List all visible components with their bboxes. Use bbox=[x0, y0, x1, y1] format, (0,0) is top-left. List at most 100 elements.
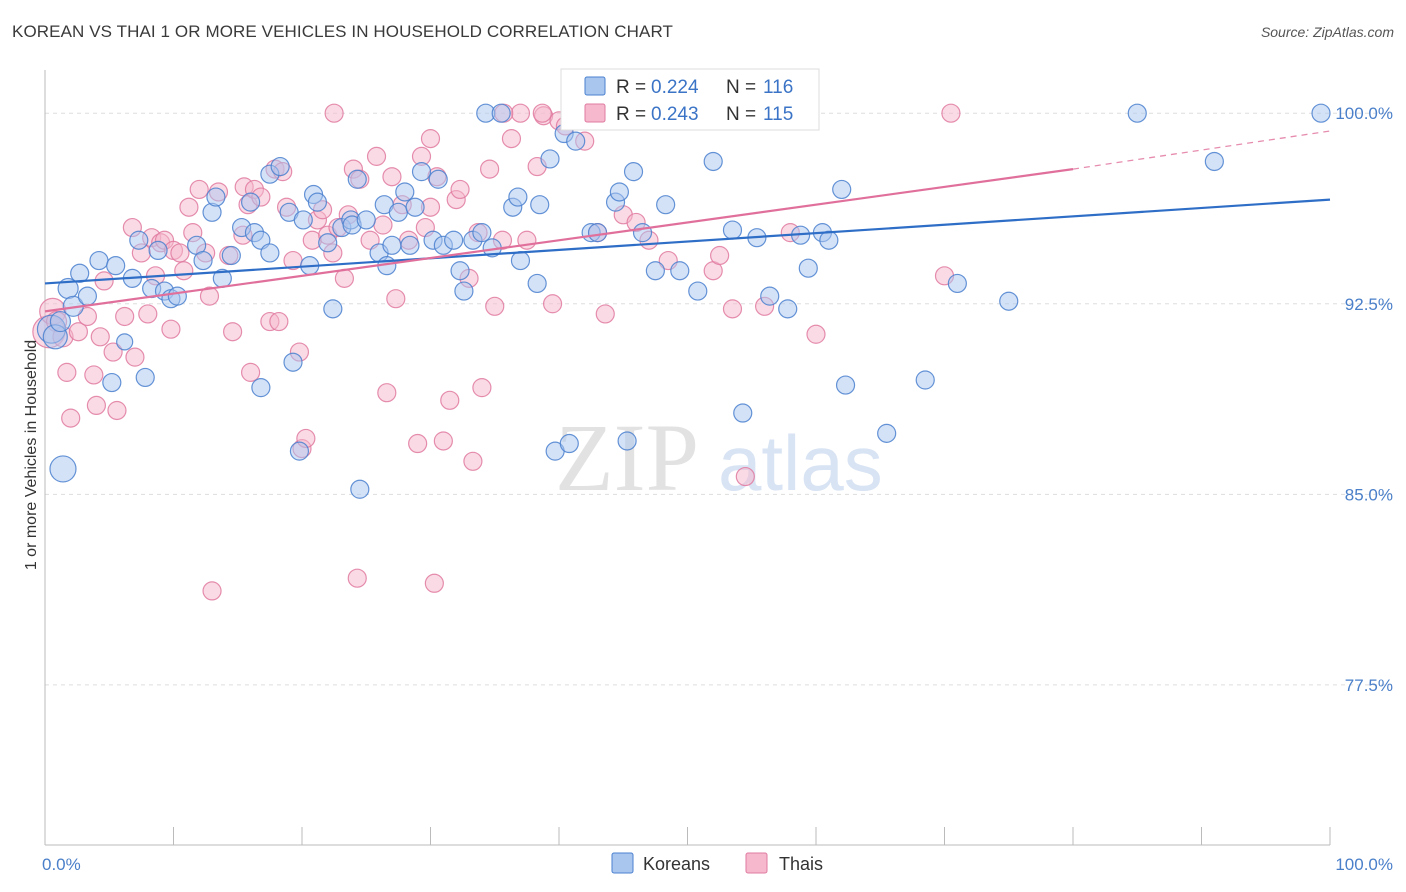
korean-point-36 bbox=[289, 441, 310, 461]
thai-point-27 bbox=[179, 197, 199, 217]
thai-point-104 bbox=[722, 299, 743, 319]
thai-point-29 bbox=[189, 179, 209, 200]
korean-point-10 bbox=[106, 256, 126, 276]
korean-point-99 bbox=[819, 230, 839, 250]
korean-point-106 bbox=[1127, 103, 1147, 123]
korean-point-63 bbox=[454, 281, 474, 301]
legend-box: R = 0.224 N = 116 R = 0.243 N = 115 bbox=[560, 68, 820, 131]
korean-point-91 bbox=[722, 220, 743, 240]
korean-point-9 bbox=[102, 372, 122, 393]
thai-point-32 bbox=[202, 581, 222, 601]
korean-point-73 bbox=[530, 195, 550, 215]
chart-title: KOREAN VS THAI 1 OR MORE VEHICLES IN HOU… bbox=[12, 22, 674, 41]
korean-point-89 bbox=[688, 281, 708, 301]
thai-point-113 bbox=[532, 103, 552, 123]
korean-point-104 bbox=[947, 273, 967, 294]
korean-point-107 bbox=[1204, 151, 1224, 172]
korean-point-94 bbox=[760, 286, 780, 306]
korean-point-57 bbox=[411, 162, 432, 182]
y-tick-label-1: 92.5% bbox=[1345, 295, 1393, 314]
legend-korean-r-label: R = bbox=[616, 77, 646, 98]
korean-point-30 bbox=[251, 378, 271, 398]
korean-point-78 bbox=[566, 131, 586, 151]
thai-point-76 bbox=[433, 431, 453, 451]
thai-point-18 bbox=[138, 304, 158, 324]
thai-trend-line bbox=[44, 168, 1074, 313]
korean-point-100 bbox=[832, 179, 852, 200]
thai-point-83 bbox=[472, 378, 492, 398]
legend-thai-r-label: R = bbox=[616, 104, 646, 125]
y-tick-label-2: 85.0% bbox=[1345, 485, 1393, 504]
legend-thai-n-value: 115 bbox=[763, 104, 793, 125]
thai-point-84 bbox=[480, 159, 500, 179]
thai-point-26 bbox=[174, 261, 194, 281]
korean-point-88 bbox=[670, 261, 690, 281]
korean-point-83 bbox=[617, 431, 637, 451]
bottom-legend-thai-label: Thais bbox=[779, 854, 823, 874]
korean-point-48 bbox=[356, 210, 376, 230]
korean-point-2 bbox=[49, 310, 72, 333]
korean-point-8 bbox=[89, 250, 109, 271]
thai-point-74 bbox=[424, 573, 444, 593]
korean-point-46 bbox=[347, 169, 367, 189]
thai-point-110 bbox=[941, 103, 961, 123]
thai-point-4 bbox=[57, 362, 77, 382]
korean-point-13 bbox=[129, 230, 149, 250]
korean-point-55 bbox=[400, 235, 420, 255]
korean-point-33 bbox=[270, 156, 290, 177]
korean-point-59 bbox=[428, 169, 448, 189]
thai-point-108 bbox=[806, 324, 826, 344]
bottom-legend-thai-swatch bbox=[745, 852, 768, 874]
korean-point-105 bbox=[999, 291, 1019, 311]
korean-point-3 bbox=[49, 455, 77, 483]
korean-point-84 bbox=[623, 162, 644, 182]
korean-point-72 bbox=[527, 273, 547, 294]
legend-thai-swatch bbox=[584, 103, 606, 123]
korean-point-42 bbox=[323, 299, 343, 319]
thai-point-87 bbox=[501, 129, 522, 149]
korean-point-65 bbox=[472, 223, 492, 243]
thai-point-16 bbox=[125, 347, 145, 367]
x-tick-label-0: 0.0% bbox=[42, 855, 81, 874]
thai-points bbox=[32, 103, 961, 601]
korean-point-23 bbox=[206, 187, 226, 207]
korean-point-54 bbox=[395, 182, 415, 202]
y-tick-label-3: 77.5% bbox=[1345, 676, 1393, 695]
korean-point-71 bbox=[510, 250, 531, 271]
thai-point-92 bbox=[542, 294, 563, 314]
thai-point-66 bbox=[382, 167, 402, 187]
watermark-zip: ZIP bbox=[555, 404, 699, 511]
y-tick-label-0: 100.0% bbox=[1335, 104, 1393, 123]
tick-labels: 100.0% 92.5% 85.0% 77.5% 0.0% 100.0% bbox=[42, 104, 1393, 874]
korean-point-7 bbox=[77, 286, 98, 306]
thai-point-23 bbox=[161, 319, 181, 339]
thai-point-57 bbox=[334, 268, 355, 288]
korean-point-77 bbox=[559, 433, 579, 454]
korean-point-92 bbox=[733, 403, 753, 423]
y-axis-title: 1 or more Vehicles in Household bbox=[23, 340, 40, 570]
thai-point-7 bbox=[77, 306, 98, 327]
thai-point-85 bbox=[485, 296, 505, 316]
korean-point-25 bbox=[221, 245, 241, 266]
thai-point-14 bbox=[115, 306, 135, 327]
thai-trend-line-extension bbox=[1072, 130, 1331, 170]
thai-point-88 bbox=[510, 103, 531, 123]
korean-point-61 bbox=[444, 230, 464, 250]
thai-point-97 bbox=[595, 304, 615, 324]
thai-point-35 bbox=[223, 322, 243, 342]
legend-korean-n-label: N = bbox=[726, 77, 756, 98]
korean-point-21 bbox=[193, 250, 213, 271]
korean-point-70 bbox=[508, 187, 528, 207]
korean-point-27 bbox=[241, 192, 261, 212]
korean-point-37 bbox=[293, 210, 313, 230]
watermark-atlas: atlas bbox=[718, 419, 883, 507]
korean-point-102 bbox=[877, 423, 897, 443]
legend-thai-r-value: 0.243 bbox=[651, 104, 699, 125]
thai-point-44 bbox=[269, 311, 289, 332]
thai-point-39 bbox=[241, 362, 261, 382]
thai-point-13 bbox=[107, 400, 127, 421]
chart-source: Source: ZipAtlas.com bbox=[1260, 24, 1394, 40]
korean-point-87 bbox=[656, 195, 676, 215]
thai-point-8 bbox=[84, 365, 104, 385]
